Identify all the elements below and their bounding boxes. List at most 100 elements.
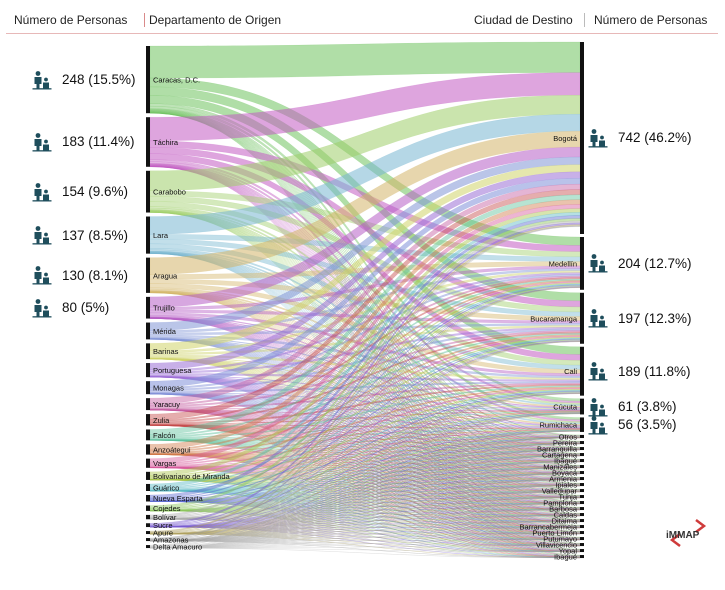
origin-node-bar xyxy=(146,444,150,455)
origin-node-bar xyxy=(146,363,150,378)
origin-node-bar xyxy=(146,531,150,535)
destination-node-label: Rumichaca xyxy=(539,421,577,430)
stat-row: 61 (3.8%) xyxy=(588,397,677,417)
stat-row: 137 (8.5%) xyxy=(32,225,128,245)
origin-node-label: Falcón xyxy=(153,431,176,440)
origin-node-bar xyxy=(146,46,150,114)
destination-node-label: Pamplona xyxy=(543,499,578,508)
origin-node-bar xyxy=(146,117,150,167)
destination-node-bar xyxy=(580,501,584,505)
flow-link xyxy=(149,389,581,491)
family-icon xyxy=(32,70,52,90)
destination-node-bar xyxy=(580,483,584,487)
header-separator-right xyxy=(584,13,585,27)
origin-node-bar xyxy=(146,216,150,254)
flow-link xyxy=(149,41,581,79)
family-icon xyxy=(32,132,52,152)
stat-row: 130 (8.1%) xyxy=(32,265,128,285)
destination-node-bar xyxy=(580,236,584,290)
destination-node-bar xyxy=(580,292,584,344)
destination-node-bar xyxy=(580,441,584,445)
stat-value: 56 (3.5%) xyxy=(618,417,677,433)
destination-node-bar xyxy=(580,507,584,511)
origin-node-bar xyxy=(146,414,150,426)
destination-node-label: Ibagué xyxy=(554,457,577,466)
destination-node-bar xyxy=(580,398,584,415)
destination-node-label: Cartagena xyxy=(542,451,578,460)
destination-node-label: Barranquilla xyxy=(537,445,578,454)
origin-node-label: Bolivariano de Miranda xyxy=(153,472,231,481)
origin-node-label: Yaracuy xyxy=(153,400,180,409)
origin-node-label: Bolívar xyxy=(153,513,177,522)
origin-node-bar xyxy=(146,505,150,511)
destination-node-bar xyxy=(580,434,584,439)
origin-nodes: Caracas, D.C. Táchira Carabobo Lara Aragua Tr… xyxy=(146,46,231,552)
destination-node-bar xyxy=(580,453,584,457)
origin-node-label: Guárico xyxy=(153,483,179,492)
destination-node-label: Yopal xyxy=(559,547,578,556)
family-icon xyxy=(588,415,608,435)
destination-node-label: Manizales xyxy=(543,463,577,472)
header-separator-left xyxy=(144,13,145,27)
destination-node-bar xyxy=(580,543,584,547)
header-destination: Ciudad de Destino xyxy=(474,13,573,27)
destination-node-label: Bucaramanga xyxy=(530,314,578,323)
origin-node-label: Apure xyxy=(153,529,173,538)
stat-row: 183 (11.4%) xyxy=(32,132,135,152)
destination-node-label: Boyacá xyxy=(552,469,578,478)
family-icon xyxy=(588,308,608,328)
origin-node-label: Mérida xyxy=(153,327,177,336)
origin-node-bar xyxy=(146,257,150,293)
stat-row: 154 (9.6%) xyxy=(32,182,128,202)
stat-value: 130 (8.1%) xyxy=(62,267,129,283)
stat-value: 197 (12.3%) xyxy=(618,310,692,326)
stat-value: 183 (11.4%) xyxy=(62,134,135,150)
destination-node-label: Barbosa xyxy=(549,505,578,514)
destination-node-bar xyxy=(580,495,584,499)
stat-row: 197 (12.3%) xyxy=(588,308,692,328)
origin-node-bar xyxy=(146,322,150,340)
destination-node-bar xyxy=(580,465,584,469)
destination-node-bar xyxy=(580,531,584,535)
destination-node-label: Ditaima xyxy=(552,517,578,526)
destination-node-bar xyxy=(580,459,584,463)
destination-node-bar xyxy=(580,555,584,559)
stat-value: 137 (8.5%) xyxy=(62,227,129,243)
destination-node-label: Ibagué xyxy=(554,553,577,562)
origin-node-label: Delta Amacuro xyxy=(153,543,202,552)
destination-node-bar xyxy=(580,537,584,541)
immap-logo: iMMAP xyxy=(666,519,707,547)
family-icon xyxy=(32,225,52,245)
destination-node-label: Cúcuta xyxy=(553,403,578,412)
destination-node-bar xyxy=(580,477,584,481)
header-rule xyxy=(6,33,718,34)
destination-node-label: Tunja xyxy=(559,493,578,502)
origin-node-label: Portuguesa xyxy=(153,366,192,375)
family-icon xyxy=(588,361,608,381)
origin-node-label: Sucre xyxy=(153,521,173,530)
destination-nodes: Bogotá Medellín Bucaramanga Cali Cúcuta Rumic… xyxy=(519,42,584,562)
origin-node-bar xyxy=(146,523,150,528)
destination-node-label: Puerto Limón xyxy=(532,529,577,538)
origin-node-bar xyxy=(146,398,150,411)
origin-node-label: Amazonas xyxy=(153,536,189,545)
header-left-count: Número de Personas xyxy=(14,13,128,27)
origin-node-label: Vargas xyxy=(153,459,176,468)
stat-value: 189 (11.8%) xyxy=(618,363,691,379)
destination-node-label: Putumayo xyxy=(543,535,577,544)
origin-node-label: Cojedes xyxy=(153,504,181,513)
destination-node-label: Cali xyxy=(564,367,577,376)
origin-node-bar xyxy=(146,381,150,395)
family-icon xyxy=(32,298,52,318)
family-icon xyxy=(32,182,52,202)
destination-node-label: Barrancabermeja xyxy=(519,523,577,532)
destination-node-bar xyxy=(580,519,584,523)
destination-node-label: Valledupar xyxy=(542,487,578,496)
destination-node-label: Villavicencio xyxy=(536,541,577,550)
destination-node-label: Bogotá xyxy=(553,134,578,143)
origin-node-label: Monagas xyxy=(153,384,184,393)
stat-value: 742 (46.2%) xyxy=(618,130,692,146)
origin-node-bar xyxy=(146,458,150,468)
origin-node-bar xyxy=(146,170,150,213)
origin-node-label: Táchira xyxy=(153,138,179,147)
